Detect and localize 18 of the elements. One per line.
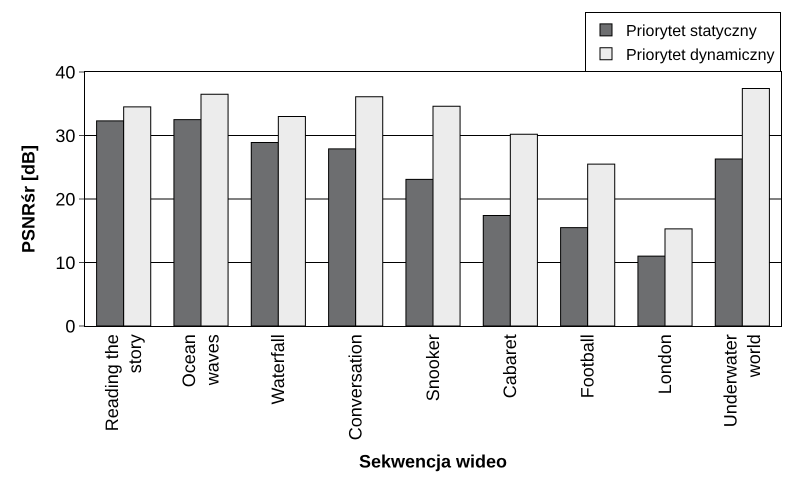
x-tick-label: Ocean waves <box>179 334 223 388</box>
x-tick-label: Snooker <box>422 334 443 402</box>
x-tick-label: Football <box>578 334 598 398</box>
y-axis-title: PSNRśr [dB] <box>18 144 39 254</box>
y-tick-label: 20 <box>55 189 76 210</box>
y-tick-label: 0 <box>65 316 76 336</box>
y-tick-label: 30 <box>55 126 76 146</box>
x-tick-label: Reading the story <box>102 334 146 432</box>
x-tick-label: Waterfall <box>268 334 288 405</box>
y-tick-label: 10 <box>55 252 76 273</box>
x-tick-label: Conversation <box>346 334 366 440</box>
x-tick-label: London <box>654 334 675 394</box>
x-tick-label: Underwater world <box>720 334 764 428</box>
x-axis-title: Sekwencja wideo <box>358 451 508 472</box>
y-tick-label: 40 <box>55 62 76 82</box>
legend-label: Priorytet statyczny <box>626 23 757 40</box>
x-tick-label: Cabaret <box>500 334 520 398</box>
legend-label: Priorytet dynamiczny <box>626 46 774 64</box>
